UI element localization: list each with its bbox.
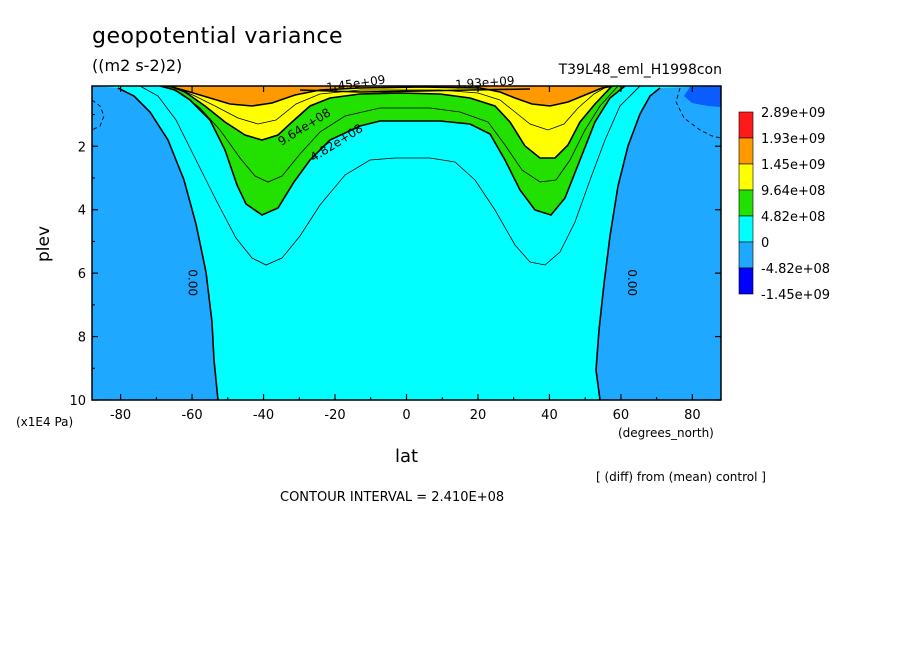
contour-line-241	[139, 86, 641, 266]
contour-line-0-left	[117, 87, 219, 400]
contour-line-neg-dashed	[675, 87, 721, 139]
x-axis-label: lat	[395, 446, 419, 467]
legend-label: 9.64e+08	[761, 184, 825, 199]
y-tick-label: 10	[69, 394, 86, 409]
x-tick-label: -80	[110, 408, 131, 423]
diff-note: [ (diff) from (mean) control ]	[596, 470, 766, 484]
x-tick-label: 20	[470, 408, 487, 423]
contour-interval: CONTOUR INTERVAL = 2.410E+08	[280, 490, 505, 505]
fill-negative-right	[596, 86, 721, 400]
fill-level-964	[170, 86, 612, 158]
fill-strong-negative	[684, 86, 721, 107]
x-tick-label: 60	[613, 408, 630, 423]
fill-level-145	[168, 86, 614, 106]
legend-swatch	[738, 215, 754, 243]
x-tick-label: 80	[684, 408, 701, 423]
y-tick-label: 2	[78, 140, 86, 155]
legend-label: 1.93e+09	[761, 132, 825, 147]
legend-swatch	[738, 241, 754, 269]
y-tick-label: 4	[78, 204, 86, 219]
legend-swatch	[738, 189, 754, 217]
contour-line-482	[159, 86, 626, 216]
x-tick-label: -60	[181, 408, 202, 423]
contour-line-0-right	[595, 87, 661, 400]
contour-line-1450	[167, 86, 615, 107]
contour-line-723	[164, 86, 619, 183]
y-axis-ticks: 2 4 6 8 10	[69, 114, 721, 409]
legend-swatch	[738, 137, 754, 165]
legend-label: 4.82e+08	[761, 210, 825, 225]
x-tick-label: 40	[541, 408, 558, 423]
contour-line-964	[169, 86, 613, 159]
y-tick-label: 6	[78, 267, 86, 282]
legend-label: -1.45e+09	[761, 288, 830, 303]
plot-area	[92, 86, 721, 400]
legend-label: 0	[761, 236, 769, 251]
chart-title: geopotential variance	[92, 24, 344, 49]
contour-line-1930	[299, 88, 531, 93]
chart-units: ((m2 s-2)2)	[92, 56, 183, 75]
contour-label: 0.00	[185, 269, 199, 296]
x-tick-label: -20	[324, 408, 345, 423]
legend-swatch	[738, 111, 754, 139]
y-axis-unit: (x1E4 Pa)	[16, 415, 74, 429]
x-axis-unit: (degrees_north)	[618, 426, 714, 440]
legend-swatch	[738, 267, 754, 295]
contour-label: 0.00	[625, 269, 639, 296]
x-tick-label: -40	[253, 408, 274, 423]
fill-negative-left	[92, 86, 218, 400]
x-axis-ticks: -80 -60 -40 -20 0 20 40 60 80	[110, 86, 701, 423]
contour-label: 1.93e+09	[455, 74, 515, 92]
legend-label: 1.45e+09	[761, 158, 825, 173]
x-tick-label: 0	[402, 408, 410, 423]
legend-swatch	[738, 163, 754, 191]
legend-label: -4.82e+08	[761, 262, 830, 277]
y-tick-label: 8	[78, 331, 86, 346]
legend-label: 2.89e+09	[761, 106, 825, 121]
color-legend: 2.89e+09 1.93e+09 1.45e+09 9.64e+08 4.82e+08…	[738, 106, 830, 303]
run-label: T39L48_eml_H1998con	[558, 62, 722, 78]
